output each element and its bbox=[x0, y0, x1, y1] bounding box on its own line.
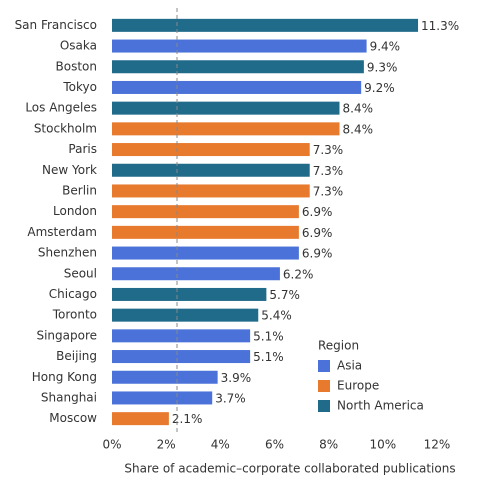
x-tick-label: 4% bbox=[211, 438, 230, 452]
value-label: 5.1% bbox=[253, 329, 284, 343]
value-label: 3.7% bbox=[215, 391, 246, 405]
bar bbox=[112, 329, 251, 343]
legend-swatch bbox=[318, 400, 330, 412]
value-label: 7.3% bbox=[313, 143, 344, 157]
bar bbox=[112, 308, 259, 322]
x-axis-label: Share of academic–corporate collaborated… bbox=[124, 462, 455, 476]
legend-label: Europe bbox=[337, 379, 379, 393]
value-label: 9.4% bbox=[370, 40, 401, 54]
value-label: 9.2% bbox=[364, 81, 395, 95]
bar bbox=[112, 143, 310, 157]
legend-swatch bbox=[318, 380, 330, 392]
y-tick-label: Beijing bbox=[56, 349, 97, 363]
value-label: 2.1% bbox=[172, 412, 203, 426]
x-tick-label: 10% bbox=[369, 438, 396, 452]
y-tick-label: New York bbox=[42, 163, 97, 177]
y-tick-label: Amsterdam bbox=[27, 225, 97, 239]
x-tick-label: 0% bbox=[102, 438, 121, 452]
value-label: 11.3% bbox=[421, 19, 459, 33]
bar bbox=[112, 370, 218, 384]
y-tick-label: Stockholm bbox=[34, 121, 97, 135]
legend-swatch bbox=[318, 360, 330, 372]
bar bbox=[112, 122, 340, 136]
y-tick-label: Tokyo bbox=[62, 80, 97, 94]
value-label: 9.3% bbox=[367, 60, 398, 74]
y-tick-label: Singapore bbox=[36, 328, 97, 342]
y-tick-label: Los Angeles bbox=[25, 101, 97, 115]
bar bbox=[112, 267, 280, 281]
y-tick-label: Boston bbox=[56, 59, 97, 73]
value-label: 8.4% bbox=[343, 122, 374, 136]
y-tick-label: San Francisco bbox=[15, 18, 97, 32]
bar bbox=[112, 205, 299, 219]
value-label: 6.2% bbox=[283, 267, 314, 281]
bar bbox=[112, 391, 213, 405]
value-label: 6.9% bbox=[302, 226, 333, 240]
value-label: 7.3% bbox=[313, 164, 344, 178]
legend-title: Region bbox=[318, 339, 359, 353]
value-label: 7.3% bbox=[313, 184, 344, 198]
x-tick-label: 12% bbox=[424, 438, 451, 452]
y-tick-label: Seoul bbox=[64, 266, 97, 280]
x-tick-label: 2% bbox=[157, 438, 176, 452]
y-tick-label: Toronto bbox=[52, 308, 97, 322]
bar bbox=[112, 412, 169, 426]
bar bbox=[112, 60, 364, 74]
bar bbox=[112, 18, 419, 32]
y-tick-label: Moscow bbox=[49, 411, 97, 425]
x-tick-label: 8% bbox=[319, 438, 338, 452]
bar bbox=[112, 80, 362, 94]
y-tick-label: Paris bbox=[68, 142, 97, 156]
value-label: 5.4% bbox=[261, 309, 292, 323]
bar bbox=[112, 350, 251, 364]
value-label: 6.9% bbox=[302, 205, 333, 219]
y-tick-label: Chicago bbox=[49, 287, 97, 301]
bar bbox=[112, 287, 267, 301]
value-label: 3.9% bbox=[221, 371, 252, 385]
y-tick-label: London bbox=[53, 204, 97, 218]
bar bbox=[112, 163, 310, 177]
legend-label: North America bbox=[337, 399, 424, 413]
y-tick-label: Osaka bbox=[60, 39, 97, 53]
value-label: 5.7% bbox=[269, 288, 300, 302]
bar bbox=[112, 246, 299, 260]
legend-label: Asia bbox=[337, 359, 362, 373]
y-tick-label: Shenzhen bbox=[38, 246, 97, 260]
bar bbox=[112, 101, 340, 115]
y-tick-label: Berlin bbox=[62, 183, 97, 197]
y-tick-label: Shanghai bbox=[41, 390, 97, 404]
bar bbox=[112, 225, 299, 239]
value-label: 8.4% bbox=[343, 102, 374, 116]
value-label: 6.9% bbox=[302, 247, 333, 261]
y-tick-label: Hong Kong bbox=[32, 370, 97, 384]
bar bbox=[112, 184, 310, 198]
value-label: 5.1% bbox=[253, 350, 284, 364]
x-tick-label: 6% bbox=[265, 438, 284, 452]
bar bbox=[112, 39, 367, 53]
